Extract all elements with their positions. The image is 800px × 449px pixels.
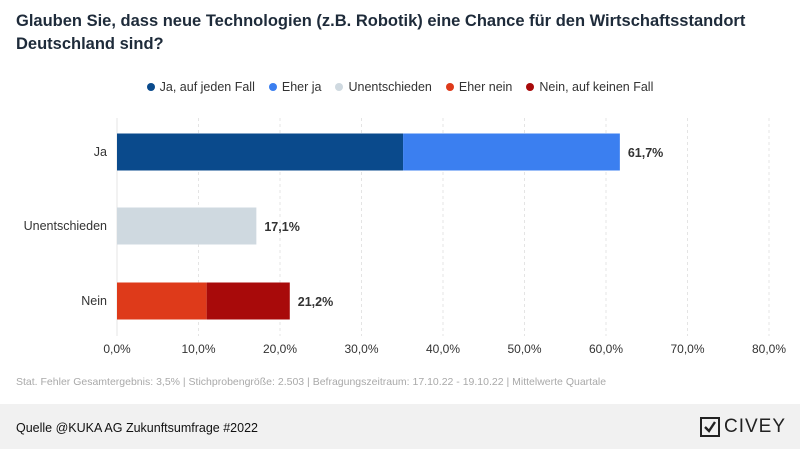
x-tick-label: 70,0% bbox=[670, 342, 704, 356]
legend-item[interactable]: Eher ja bbox=[268, 80, 322, 94]
legend-item[interactable]: Unentschieden bbox=[335, 80, 432, 94]
footer-bar: Quelle @KUKA AG Zukunftsumfrage #2022 CI… bbox=[0, 404, 800, 449]
legend-swatch bbox=[146, 83, 155, 91]
bar-segment bbox=[206, 282, 290, 320]
brand-logo: CIVEY bbox=[699, 416, 786, 438]
legend-item[interactable]: Nein, auf keinen Fall bbox=[526, 80, 653, 94]
legend-swatch bbox=[445, 83, 454, 91]
category-label: Unentschieden bbox=[24, 219, 107, 233]
legend-label: Nein, auf keinen Fall bbox=[539, 80, 654, 94]
x-tick-label: 0,0% bbox=[103, 342, 131, 356]
bar-total-label: 21,2% bbox=[298, 295, 333, 309]
x-tick-label: 60,0% bbox=[589, 342, 623, 356]
source-text: Quelle @KUKA AG Zukunftsumfrage #2022 bbox=[16, 421, 258, 435]
bar-segment bbox=[117, 133, 404, 171]
x-tick-label: 20,0% bbox=[263, 342, 297, 356]
x-tick-label: 10,0% bbox=[181, 342, 215, 356]
legend-label: Unentschieden bbox=[348, 80, 432, 94]
bar-segment bbox=[403, 133, 620, 171]
legend-item[interactable]: Ja, auf jeden Fall bbox=[146, 80, 255, 94]
footnote: Stat. Fehler Gesamtergebnis: 3,5% | Stic… bbox=[16, 376, 607, 388]
x-tick-label: 30,0% bbox=[344, 342, 378, 356]
x-tick-label: 50,0% bbox=[507, 342, 541, 356]
legend-swatch bbox=[335, 83, 344, 91]
legend-item[interactable]: Eher nein bbox=[445, 80, 513, 94]
legend-swatch bbox=[268, 83, 277, 91]
bar-segment bbox=[117, 207, 257, 245]
legend-label: Ja, auf jeden Fall bbox=[159, 80, 255, 94]
x-tick-label: 80,0% bbox=[752, 342, 786, 356]
x-tick-label: 40,0% bbox=[426, 342, 460, 356]
bar-total-label: 61,7% bbox=[628, 146, 663, 160]
bar-segment bbox=[117, 282, 207, 320]
category-label: Ja bbox=[94, 145, 107, 159]
legend-swatch bbox=[526, 83, 535, 91]
bar-total-label: 17,1% bbox=[264, 220, 299, 234]
legend-label: Eher ja bbox=[281, 80, 322, 94]
legend: Ja, auf jeden Fall Eher ja Unentschieden Eh… bbox=[0, 79, 800, 95]
civey-logo-icon bbox=[699, 417, 720, 437]
category-label: Nein bbox=[81, 294, 107, 308]
chart-title: Glauben Sie, dass neue Technologien (z.B… bbox=[16, 12, 746, 53]
brand-name: CIVEY bbox=[723, 416, 786, 437]
legend-label: Eher nein bbox=[458, 80, 513, 94]
chart-plot: 0,0% 10,0% 20,0% 30,0% 40,0% 50,0% 60,0% 70,0% 8… bbox=[24, 118, 786, 356]
